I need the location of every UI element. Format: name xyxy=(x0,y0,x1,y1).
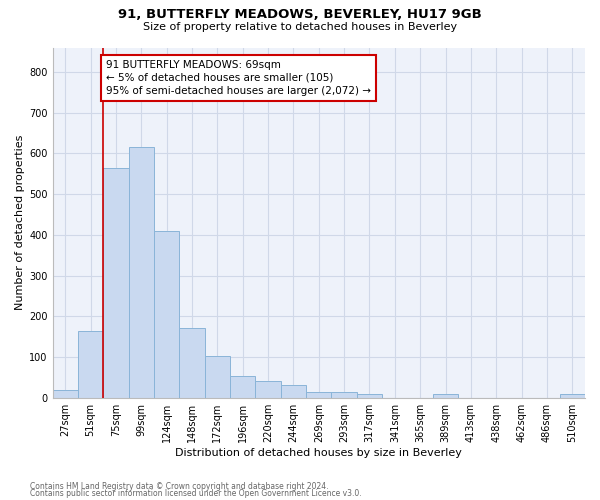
Bar xyxy=(281,384,306,398)
Bar xyxy=(433,394,458,398)
Bar xyxy=(205,356,230,398)
Bar xyxy=(128,148,154,398)
Text: Size of property relative to detached houses in Beverley: Size of property relative to detached ho… xyxy=(143,22,457,32)
Bar xyxy=(78,332,103,398)
Bar xyxy=(154,230,179,398)
Bar xyxy=(103,168,128,398)
Text: Contains public sector information licensed under the Open Government Licence v3: Contains public sector information licen… xyxy=(30,489,362,498)
Bar xyxy=(306,392,331,398)
Bar xyxy=(331,392,357,398)
Text: 91 BUTTERFLY MEADOWS: 69sqm
← 5% of detached houses are smaller (105)
95% of sem: 91 BUTTERFLY MEADOWS: 69sqm ← 5% of deta… xyxy=(106,60,371,96)
Bar xyxy=(560,394,585,398)
Y-axis label: Number of detached properties: Number of detached properties xyxy=(15,135,25,310)
Bar xyxy=(256,382,281,398)
Bar xyxy=(230,376,256,398)
Text: 91, BUTTERFLY MEADOWS, BEVERLEY, HU17 9GB: 91, BUTTERFLY MEADOWS, BEVERLEY, HU17 9G… xyxy=(118,8,482,20)
Bar xyxy=(357,394,382,398)
Bar xyxy=(179,328,205,398)
Bar xyxy=(53,390,78,398)
Text: Contains HM Land Registry data © Crown copyright and database right 2024.: Contains HM Land Registry data © Crown c… xyxy=(30,482,329,491)
X-axis label: Distribution of detached houses by size in Beverley: Distribution of detached houses by size … xyxy=(175,448,462,458)
